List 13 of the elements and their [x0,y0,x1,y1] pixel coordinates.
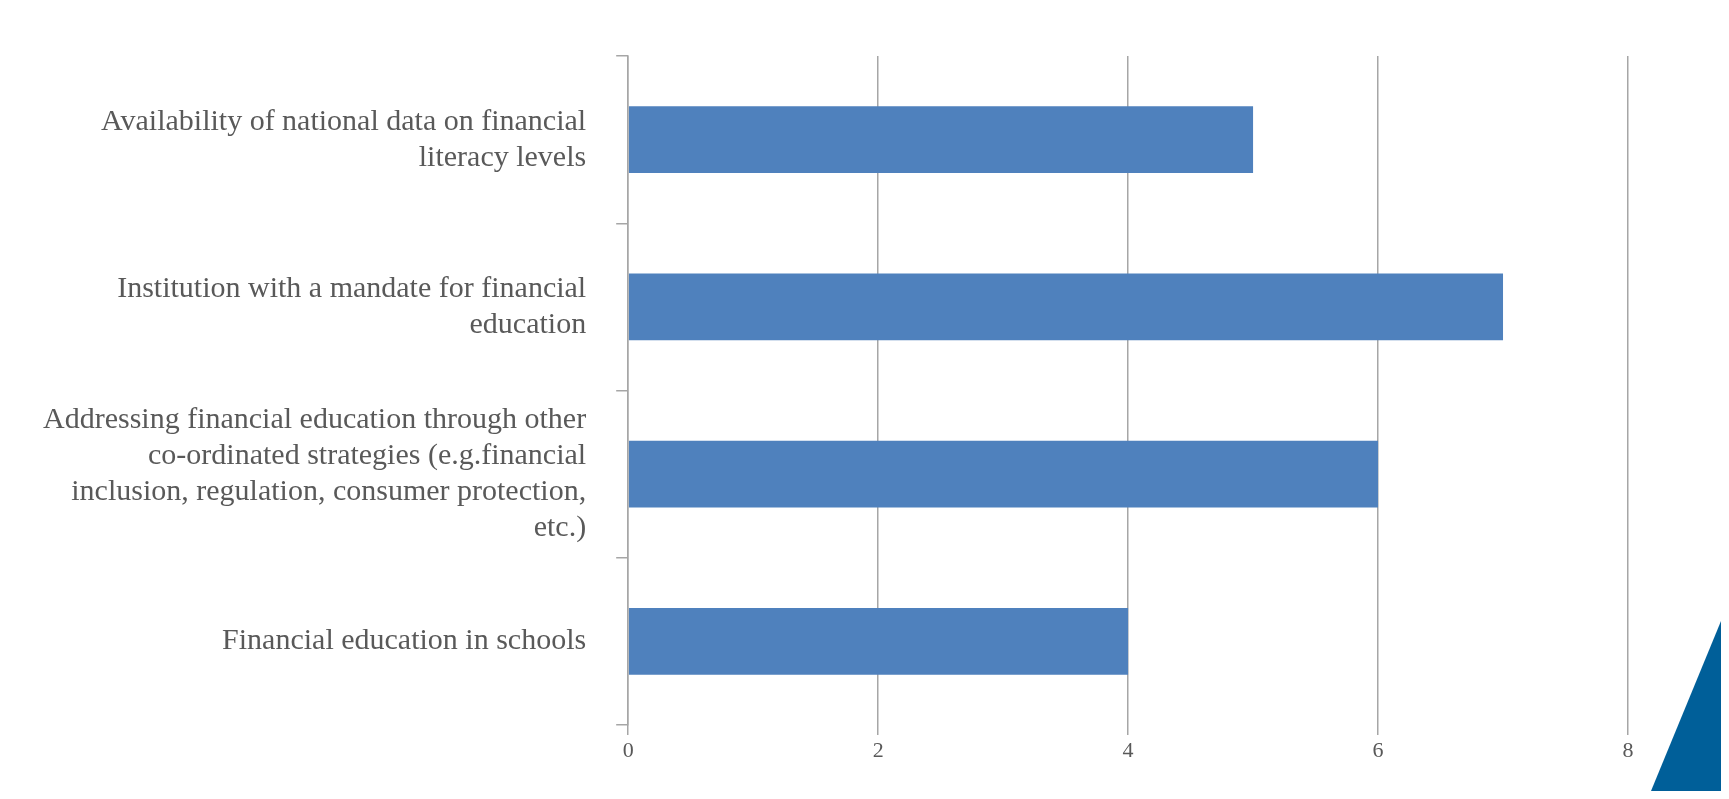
x-tick-label: 6 [1372,736,1384,762]
y-tick-label: Financial education in schools [222,622,587,656]
x-tick-label: 0 [622,736,634,762]
x-tick-label: 4 [1122,736,1134,762]
x-tick-label: 2 [872,736,884,762]
bar [628,273,1504,341]
bar [628,106,1254,174]
y-tick-label: Addressing financial education through other co-ordinated strategies (e.g.financial inclusion, regulation, consumer protection, etc.) [42,401,587,543]
bar [628,440,1379,508]
bar [628,607,1129,675]
y-tick-label: Availability of national data on financial literacy levels [101,102,587,172]
y-tick-label: Institution with a mandate for financial education [117,269,587,339]
x-tick-label: 8 [1622,736,1634,762]
